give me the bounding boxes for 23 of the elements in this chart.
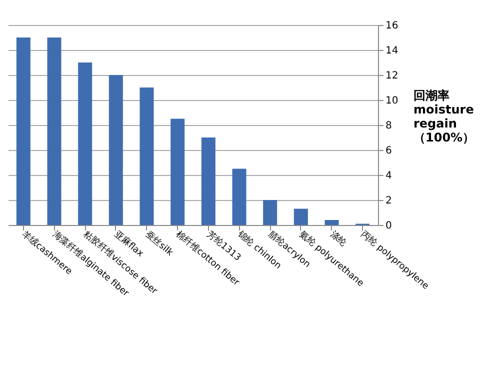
bar [201, 138, 216, 225]
y-tick-label: 8 [386, 120, 392, 132]
bar [294, 208, 308, 225]
y-tick-label: 10 [386, 96, 398, 106]
y-tick-label: 14 [386, 46, 398, 56]
bar [108, 75, 123, 225]
y-axis-title: 回潮率 moisture regain （100%） [414, 88, 475, 144]
bar [324, 220, 339, 225]
bar [232, 168, 246, 225]
x-tick-label: 涤纶 [328, 228, 349, 249]
y-tick-label: 0 [386, 220, 392, 232]
y-tick-label: 2 [386, 196, 392, 206]
y-tick-label: 16 [386, 20, 398, 32]
y-tick-label: 6 [386, 146, 392, 156]
bar [140, 88, 154, 225]
bar [16, 38, 30, 225]
bar [170, 118, 185, 225]
bar [78, 62, 92, 225]
bar [47, 38, 62, 225]
y-tick-label: 4 [386, 170, 392, 182]
x-tick-label: 蚕丝silk [142, 228, 176, 259]
bar [263, 200, 278, 225]
y-tick-label: 12 [386, 70, 398, 82]
